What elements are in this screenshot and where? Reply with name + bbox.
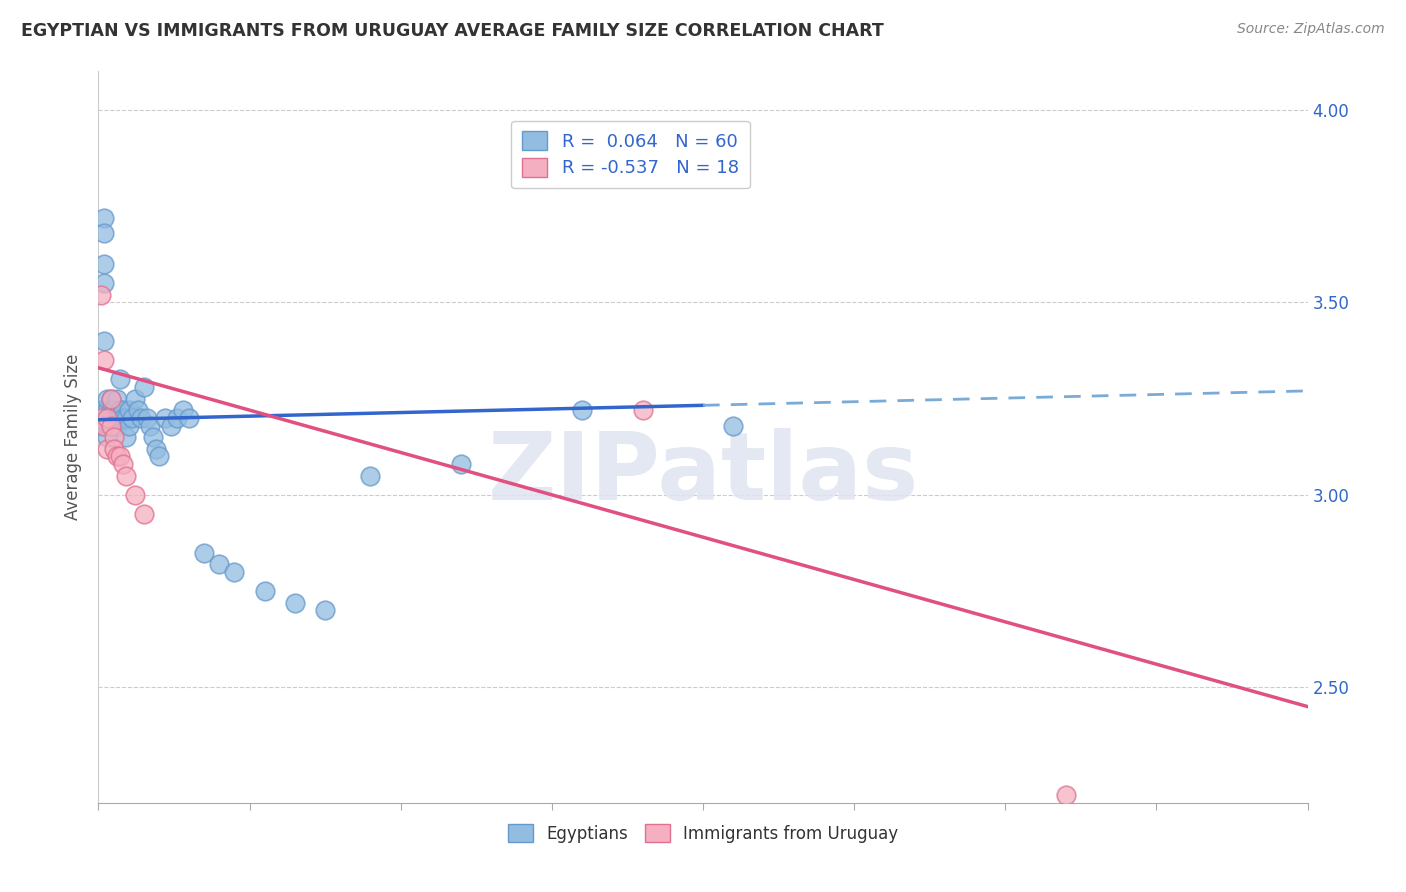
Point xyxy=(145,442,167,456)
Point xyxy=(124,488,146,502)
Point xyxy=(103,430,125,444)
Point xyxy=(172,403,194,417)
Point xyxy=(105,450,128,464)
Point xyxy=(93,226,115,240)
Point xyxy=(96,430,118,444)
Point xyxy=(111,403,134,417)
Point xyxy=(103,442,125,456)
Point xyxy=(160,418,183,433)
Point xyxy=(284,596,307,610)
Point xyxy=(224,565,246,579)
Point xyxy=(103,403,125,417)
Point xyxy=(132,380,155,394)
Point xyxy=(105,410,128,425)
Text: ZIPatlas: ZIPatlas xyxy=(488,427,918,520)
Point xyxy=(96,418,118,433)
Point xyxy=(108,372,131,386)
Point xyxy=(105,392,128,406)
Point xyxy=(118,418,141,433)
Point xyxy=(132,507,155,521)
Point xyxy=(93,276,115,290)
Point xyxy=(153,410,176,425)
Point xyxy=(96,410,118,425)
Point xyxy=(139,418,162,433)
Point xyxy=(631,403,654,417)
Point xyxy=(96,442,118,456)
Point xyxy=(124,392,146,406)
Point xyxy=(96,418,118,433)
Point xyxy=(100,418,122,433)
Point xyxy=(723,418,745,433)
Point xyxy=(127,403,149,417)
Point xyxy=(90,418,112,433)
Point xyxy=(100,392,122,406)
Point xyxy=(135,410,157,425)
Point xyxy=(111,410,134,425)
Point xyxy=(93,334,115,348)
Point xyxy=(100,410,122,425)
Point xyxy=(100,410,122,425)
Point xyxy=(100,418,122,433)
Point xyxy=(103,403,125,417)
Point xyxy=(96,410,118,425)
Point xyxy=(193,545,215,559)
Point xyxy=(93,353,115,368)
Point xyxy=(90,403,112,417)
Point xyxy=(450,457,472,471)
Point xyxy=(90,287,112,301)
Point xyxy=(108,450,131,464)
Point xyxy=(93,211,115,225)
Point xyxy=(1054,788,1077,802)
Point xyxy=(314,603,336,617)
Point xyxy=(96,403,118,417)
Text: Source: ZipAtlas.com: Source: ZipAtlas.com xyxy=(1237,22,1385,37)
Point xyxy=(208,557,231,571)
Point xyxy=(111,457,134,471)
Y-axis label: Average Family Size: Average Family Size xyxy=(63,354,82,520)
Point xyxy=(166,410,188,425)
Point xyxy=(360,468,382,483)
Point xyxy=(96,392,118,406)
Point xyxy=(90,410,112,425)
Point xyxy=(253,584,276,599)
Point xyxy=(108,403,131,417)
Point xyxy=(90,410,112,425)
Point xyxy=(100,392,122,406)
Point xyxy=(93,257,115,271)
Point xyxy=(148,450,170,464)
Point xyxy=(105,418,128,433)
Legend: Egyptians, Immigrants from Uruguay: Egyptians, Immigrants from Uruguay xyxy=(501,818,905,849)
Point xyxy=(118,403,141,417)
Text: EGYPTIAN VS IMMIGRANTS FROM URUGUAY AVERAGE FAMILY SIZE CORRELATION CHART: EGYPTIAN VS IMMIGRANTS FROM URUGUAY AVER… xyxy=(21,22,884,40)
Point xyxy=(96,410,118,425)
Point xyxy=(103,410,125,425)
Point xyxy=(114,410,136,425)
Point xyxy=(114,468,136,483)
Point xyxy=(93,418,115,433)
Point xyxy=(100,403,122,417)
Point xyxy=(114,430,136,444)
Point xyxy=(129,410,152,425)
Point xyxy=(142,430,165,444)
Point xyxy=(121,410,143,425)
Point xyxy=(103,418,125,433)
Point xyxy=(571,403,593,417)
Point xyxy=(179,410,201,425)
